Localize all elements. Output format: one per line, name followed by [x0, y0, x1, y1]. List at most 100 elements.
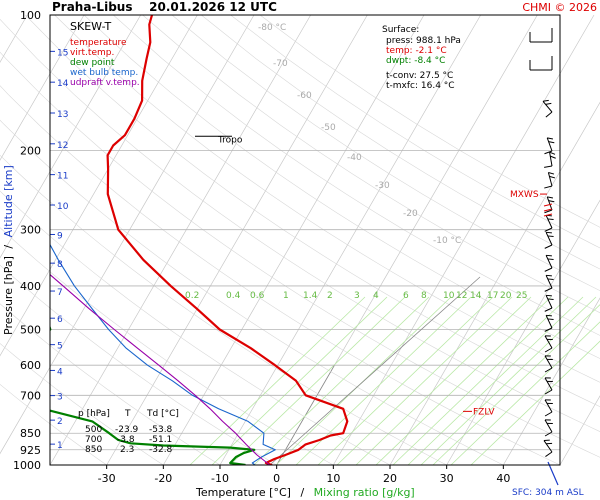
wind-barb-tick	[544, 377, 551, 379]
wind-barb	[529, 56, 553, 71]
wind-barb-foot	[544, 209, 553, 214]
isotherm-label: -80 °C	[258, 23, 286, 33]
wind-barb	[543, 439, 553, 457]
wind-barb-foot	[544, 150, 553, 155]
mixing-ratio-label: 0.4	[226, 291, 241, 301]
surface-tmxfc: t-mxfc: 16.4 °C	[386, 81, 455, 91]
mixing-ratio-line	[355, 296, 532, 466]
wind-barb-tick	[547, 278, 554, 281]
y-axis-label: Pressure [hPa] / Altitude [km]	[2, 165, 15, 335]
wind-barb-staff	[546, 137, 553, 152]
wind-barb-tick	[544, 419, 551, 421]
mixing-ratio-label: 1	[283, 291, 289, 301]
dry-adiabat	[54, 14, 600, 383]
wind-barb	[544, 335, 553, 353]
table-header-td: Td [°C]	[146, 409, 179, 419]
isotherm-label: -50	[321, 123, 336, 133]
mixing-ratio-line	[392, 296, 569, 466]
table-header-p: p [hPa]	[78, 409, 110, 419]
wind-barb-staff	[545, 215, 553, 229]
isotherm-line	[503, 297, 600, 466]
mixing-ratio-line	[432, 304, 600, 466]
wind-barb-tick	[542, 99, 549, 102]
mixing-ratio-label: 25	[516, 291, 527, 301]
wind-barb-tick	[548, 171, 555, 175]
dry-adiabat	[83, 14, 600, 359]
wind-barb-staff	[546, 196, 553, 211]
x-axis-label: Temperature [°C] / Mixing ratio [g/kg]	[195, 486, 415, 499]
altitude-tick-label: 11	[57, 172, 68, 182]
legend-virt-temp: virt.temp.	[70, 48, 114, 58]
isotherm-label: -40	[347, 153, 362, 163]
plot-frame	[49, 14, 561, 466]
mixing-ratio-line	[470, 340, 600, 466]
fzlv-label: FZLV	[473, 407, 495, 417]
dry-adiabat	[259, 14, 600, 228]
mixing-ratio-label: 17	[487, 291, 498, 301]
temp-tick-label: -20	[154, 472, 172, 485]
wind-barb-tick	[543, 439, 550, 442]
dry-adiabat	[25, 14, 600, 407]
wind-barb-max	[543, 208, 553, 212]
wind-barb-foot	[544, 327, 553, 332]
wind-barb-tick	[546, 338, 553, 340]
table-row-500-p: 500	[85, 425, 102, 435]
wind-barb	[544, 377, 553, 395]
tropo-label: Tropo	[217, 135, 243, 145]
header-station-time: Praha-Libus 20.01.2026 12 UTC	[52, 0, 277, 14]
wind-barb-staff	[544, 355, 553, 369]
temp-tick-label: 0	[273, 472, 280, 485]
isotherm-label: -30	[375, 181, 390, 191]
chart-labels: -80 °C -70 -60 -50 -40 -30 -20 -10 °C 0.2 0.4 0.6 1…	[13, 9, 547, 485]
wind-barb	[544, 314, 554, 332]
wind-barb-staff	[542, 100, 553, 113]
wind-barb-foot	[545, 451, 553, 457]
wind-barb-max	[543, 203, 553, 207]
wind-barb	[542, 99, 553, 118]
wind-barb-staff	[545, 295, 553, 309]
legend: temperature virt.temp. dew point wet bul…	[70, 38, 140, 88]
mixing-ratio-line	[189, 296, 366, 466]
wind-barb-foot	[544, 287, 553, 292]
mixing-ratio-line	[317, 296, 494, 466]
mixing-ratio-label: 1.4	[303, 291, 318, 301]
isotherm-line	[0, 14, 255, 455]
isotherm-line	[333, 14, 595, 466]
wind-barb	[544, 214, 554, 232]
pressure-tick-label: 300	[20, 224, 41, 237]
series-temperature	[106, 15, 349, 465]
surface-info: Surface: press: 988.1 hPa temp: -2.1 °C …	[382, 25, 461, 91]
mixing-ratio-line	[211, 296, 388, 466]
wind-barb-tick	[548, 200, 555, 203]
mixing-ratio-line	[229, 296, 406, 466]
isotherm-line	[0, 14, 85, 161]
wind-barb-tick	[547, 235, 554, 238]
wind-barb-foot	[544, 267, 553, 272]
mixing-ratio-label: 12	[456, 291, 467, 301]
wind-barb-staff	[543, 440, 553, 453]
wind-barb	[544, 171, 556, 189]
table-row-850-td: -32.8	[149, 445, 173, 455]
mixing-ratio-label: 2	[327, 291, 333, 301]
wind-barb	[544, 137, 555, 155]
wind-barb-staff	[544, 399, 553, 413]
isotherm-line	[0, 14, 141, 259]
mixing-ratio-label: 0.6	[250, 291, 265, 301]
wind-barb-tick	[546, 231, 552, 234]
wind-barb	[529, 28, 553, 43]
wind-barb-foot	[544, 347, 553, 353]
wind-barb	[544, 399, 553, 417]
wind-barb-foot	[544, 389, 553, 395]
header-credit: CHMI © 2026	[522, 1, 597, 14]
legend-updraft: udpraft v.temp.	[70, 78, 140, 88]
altitude-tick-label: 10	[57, 202, 69, 212]
wind-barb-staff	[545, 315, 553, 329]
wind-barb-tick	[547, 218, 554, 221]
mxws-label: MXWS	[510, 190, 539, 200]
mixing-ratio-label: 4	[373, 291, 379, 301]
wind-barb-staff	[545, 275, 553, 289]
altitude-tick-label: 13	[57, 110, 68, 120]
wind-barb	[544, 419, 553, 437]
altitude-tick-label: 9	[57, 231, 63, 241]
isotherm-line	[106, 14, 368, 466]
